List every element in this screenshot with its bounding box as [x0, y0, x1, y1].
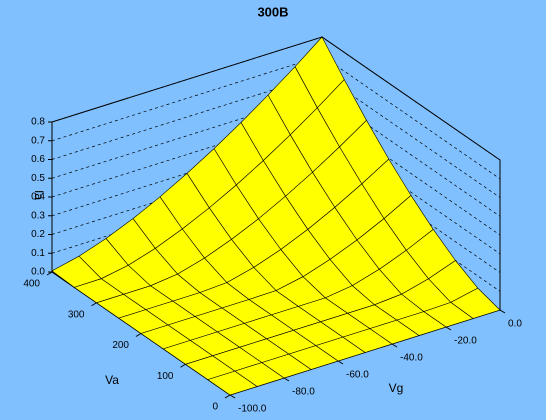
z-tick-label: 0.3	[31, 210, 45, 221]
y-tick	[180, 363, 186, 368]
z-tick-label: 0.1	[31, 248, 45, 259]
y-tick-label: 0	[212, 402, 218, 413]
z-tick-label: 0.7	[31, 135, 45, 146]
z-tick-label: 0.0	[31, 267, 45, 278]
surface-patch	[207, 370, 258, 396]
z-axis-label: Ia	[32, 190, 46, 200]
x-tick	[337, 360, 344, 365]
y-tick-label: 300	[68, 309, 85, 320]
y-tick	[46, 271, 53, 276]
z-tick-label: 0.4	[31, 192, 45, 203]
z-tick-label: 0.5	[31, 173, 45, 184]
y-tick-label: 200	[112, 340, 129, 351]
x-tick	[283, 377, 290, 382]
x-tick-label: -80.0	[292, 387, 315, 398]
y-tick-label: 400	[23, 279, 40, 290]
y-axis-label: Va	[105, 373, 119, 387]
chart-title: 300B	[257, 4, 288, 19]
x-tick	[499, 309, 506, 314]
x-tick-label: -40.0	[400, 353, 423, 364]
z-tick-label: 0.8	[31, 117, 45, 128]
y-tick	[91, 302, 97, 307]
x-axis-label: Vg	[389, 381, 404, 395]
x-tick	[445, 326, 452, 331]
z-tick-label: 0.2	[31, 229, 45, 240]
x-tick	[229, 394, 236, 399]
x-tick-label: -100.0	[238, 404, 267, 415]
y-tick-label: 100	[157, 371, 174, 382]
y-tick	[135, 333, 142, 337]
x-tick	[391, 343, 398, 348]
z-tick-label: 0.6	[31, 154, 45, 165]
x-tick-label: -60.0	[346, 370, 369, 381]
x-tick-label: 0.0	[508, 319, 522, 330]
x-tick-label: -20.0	[454, 336, 477, 347]
y-tick	[224, 394, 231, 399]
